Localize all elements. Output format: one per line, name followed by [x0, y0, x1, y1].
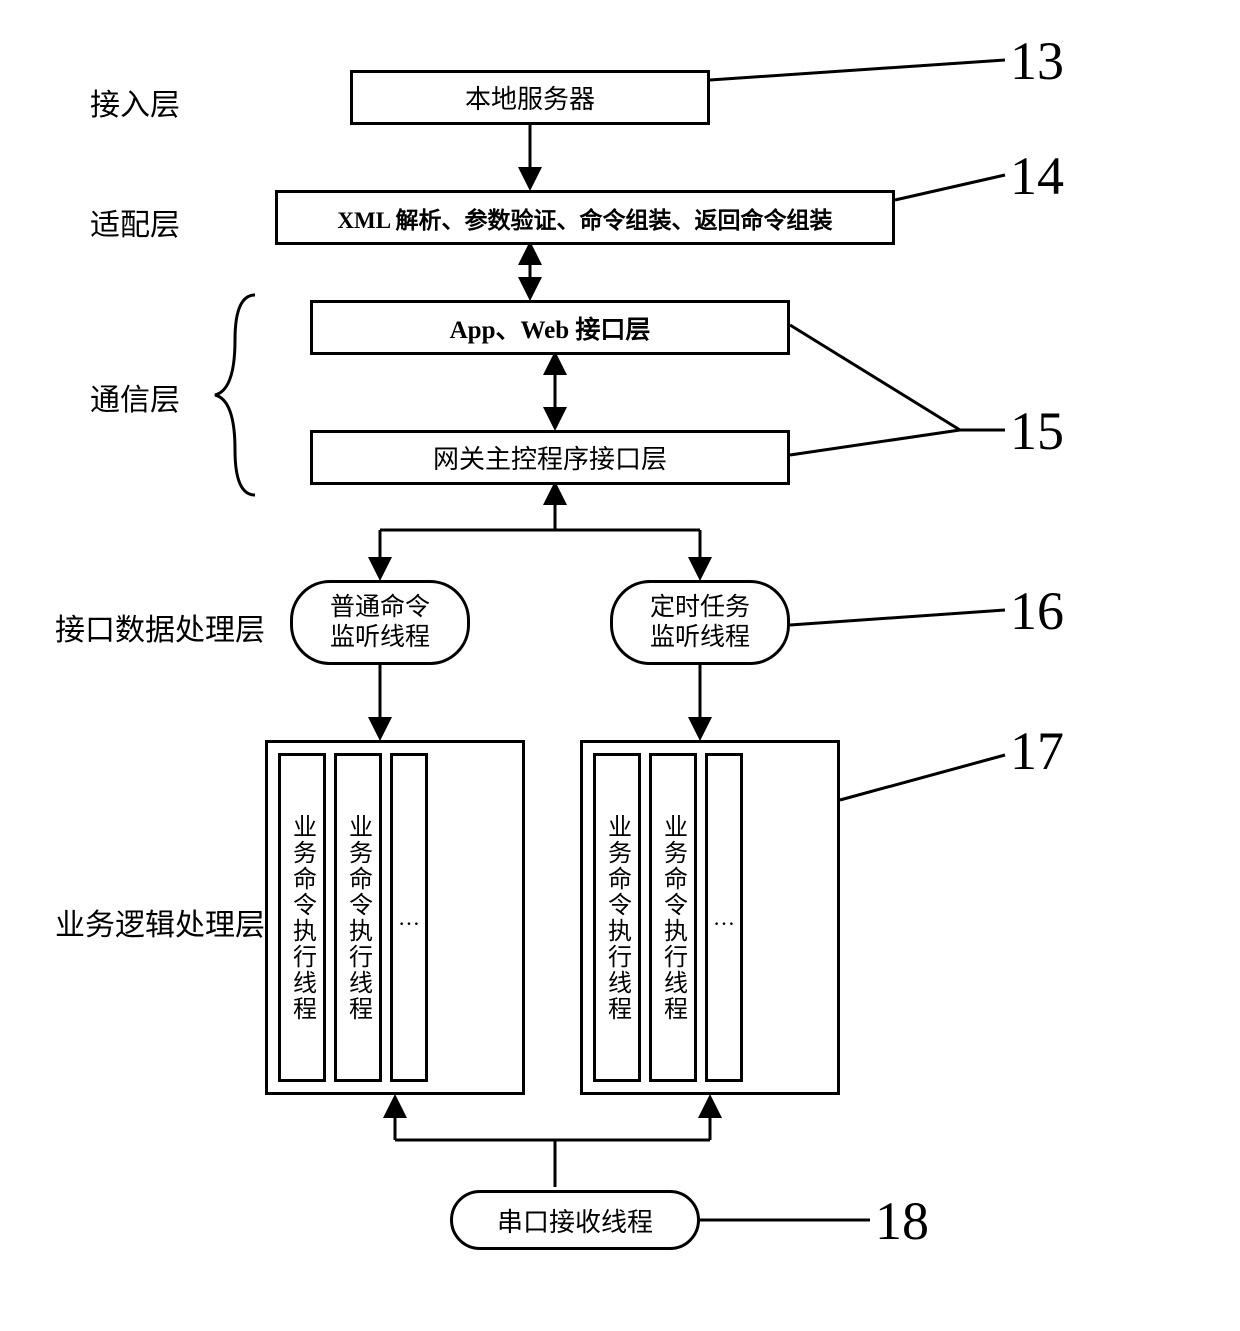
box-local-server: 本地服务器 [350, 70, 710, 125]
layer-label-adapt: 适配层 [90, 200, 180, 244]
layer-label-logic: 业务逻辑处理层 [55, 900, 265, 944]
thread-group-left: 业务命令执行线程 业务命令执行线程 … [265, 740, 525, 1095]
ref-18: 18 [875, 1190, 929, 1252]
thread-group-right: 业务命令执行线程 业务命令执行线程 … [580, 740, 840, 1095]
thread-label: 业务命令执行线程 [285, 814, 320, 1022]
thread-slot: 业务命令执行线程 [278, 753, 326, 1082]
ellipsis: … [398, 905, 420, 931]
thread-label: 业务命令执行线程 [656, 814, 691, 1022]
ref-17: 17 [1010, 720, 1064, 782]
ref-15: 15 [1010, 400, 1064, 462]
pill-line2: 监听线程 [330, 623, 430, 653]
pill-serial-receive-thread: 串口接收线程 [450, 1190, 700, 1250]
ref-16: 16 [1010, 580, 1064, 642]
ref-13: 13 [1010, 30, 1064, 92]
brace-comm-layer [205, 290, 265, 500]
pill-line2: 监听线程 [650, 623, 750, 653]
box-gateway-main-interface: 网关主控程序接口层 [310, 430, 790, 485]
ellipsis: … [713, 905, 735, 931]
box-xml-parse: XML 解析、参数验证、命令组装、返回命令组装 [275, 190, 895, 245]
box-app-web-interface: App、Web 接口层 [310, 300, 790, 355]
layer-label-access: 接入层 [90, 80, 180, 124]
thread-label: 业务命令执行线程 [341, 814, 376, 1022]
layer-label-comm: 通信层 [90, 375, 180, 419]
ref-14: 14 [1010, 145, 1064, 207]
thread-slot-ellipsis: … [390, 753, 428, 1082]
thread-slot-ellipsis: … [705, 753, 743, 1082]
pill-line1: 普通命令 [330, 593, 430, 623]
pill-line1: 定时任务 [650, 593, 750, 623]
pill-normal-cmd-listener: 普通命令 监听线程 [290, 580, 470, 665]
thread-slot: 业务命令执行线程 [649, 753, 697, 1082]
thread-slot: 业务命令执行线程 [334, 753, 382, 1082]
thread-slot: 业务命令执行线程 [593, 753, 641, 1082]
pill-timer-task-listener: 定时任务 监听线程 [610, 580, 790, 665]
diagram-canvas: 接入层 本地服务器 13 适配层 XML 解析、参数验证、命令组装、返回命令组装… [0, 0, 1240, 1331]
layer-label-iface-data: 接口数据处理层 [55, 605, 265, 649]
thread-label: 业务命令执行线程 [600, 814, 635, 1022]
